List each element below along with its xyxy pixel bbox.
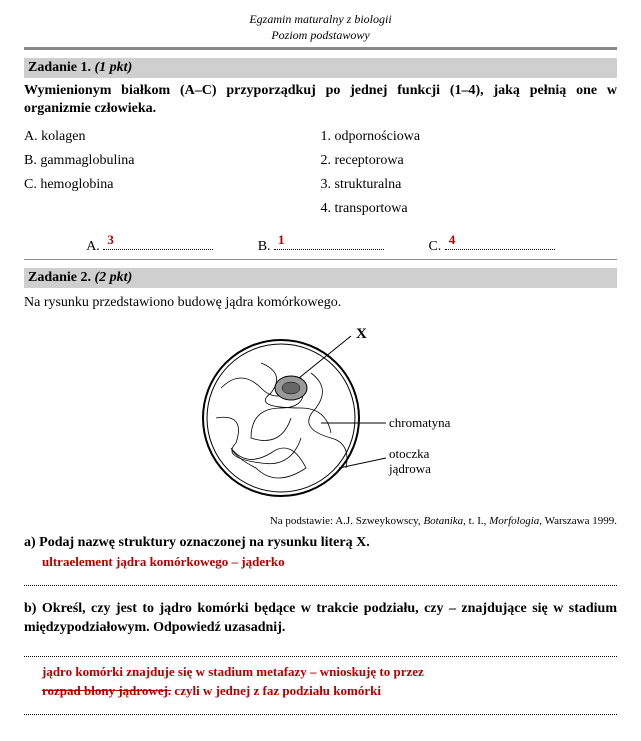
task2-a-label: a): [24, 535, 36, 550]
opt-label: 3.: [321, 177, 332, 192]
opt-text: transportowa: [335, 201, 408, 216]
task1-numbers-column: 1. odpornościowa 2. receptorowa 3. struk…: [321, 129, 618, 225]
task2-b-prompt: Określ, czy jest to jądro komórki będące…: [24, 601, 617, 635]
answer-value: 1: [278, 232, 285, 248]
answer-value: 4: [449, 232, 456, 248]
opt-label: A.: [24, 129, 38, 144]
dotted-line: [24, 585, 617, 586]
answer-blank: 4: [445, 235, 555, 250]
task1-answer-row: A. 3 B. 1 C. 4: [24, 235, 617, 255]
opt-label: C.: [24, 177, 37, 192]
figure-caption: Na podstawie: A.J. Szweykowscy, Botanika…: [24, 515, 617, 527]
opt-text: kolagen: [41, 129, 85, 144]
task1-title-bar: Zadanie 1. (1 pkt): [24, 58, 617, 78]
opt-text: hemoglobina: [40, 177, 113, 192]
task1-columns: A. kolagen B. gammaglobulina C. hemoglob…: [24, 129, 617, 225]
exam-header: Egzamin maturalny z biologii Poziom pods…: [24, 12, 617, 43]
opt-label: B.: [24, 153, 37, 168]
nucleolus: [275, 376, 307, 400]
task2-b-answer-line2: rozpad błony jądrowej. czyli w jednej z …: [42, 682, 617, 700]
opt-text: gammaglobulina: [40, 153, 134, 168]
task2-title-bar: Zadanie 2. (2 pkt): [24, 268, 617, 288]
task2-b-label: b): [24, 601, 36, 616]
label-x: X: [356, 326, 367, 342]
task2-intro: Na rysunku przedstawiono budowę jądra ko…: [24, 294, 617, 313]
answer-label: C.: [428, 239, 441, 254]
task1-left-b: B. gammaglobulina: [24, 153, 321, 169]
task1-left-a: A. kolagen: [24, 129, 321, 145]
task1-answer-b: B. 1: [258, 235, 384, 255]
task1-answer-c: C. 4: [428, 235, 554, 255]
opt-text: odpornościowa: [335, 129, 421, 144]
task2-b-rest: czyli w jednej z faz podziału komórki: [174, 683, 381, 698]
answer-value: 3: [107, 232, 114, 248]
task2-b-answer-line1: jądro komórki znajduje się w stadium met…: [42, 663, 617, 681]
nucleus-figure: X chromatyna otoczka jądrowa: [24, 318, 617, 513]
task1-points: (1 pkt): [95, 60, 133, 75]
task2-b-struck: rozpad błony jądrowej.: [42, 683, 171, 698]
task1-right-3: 3. strukturalna: [321, 177, 618, 193]
dotted-line: [24, 714, 617, 715]
label-otoczka-2: jądrowa: [388, 461, 431, 476]
divider-thick: [24, 47, 617, 50]
task1-title: Zadanie 1.: [28, 60, 91, 75]
opt-label: 4.: [321, 201, 332, 216]
nucleus-svg: X chromatyna otoczka jądrowa: [171, 318, 471, 508]
task1-letters-column: A. kolagen B. gammaglobulina C. hemoglob…: [24, 129, 321, 225]
opt-label: 2.: [321, 153, 332, 168]
label-otoczka-1: otoczka: [389, 446, 430, 461]
task2-a-block: a) Podaj nazwę struktury oznaczonej na r…: [24, 535, 617, 586]
task1-answer-a: A. 3: [86, 235, 213, 255]
task1-right-2: 2. receptorowa: [321, 153, 618, 169]
exam-title-line1: Egzamin maturalny z biologii: [24, 12, 617, 28]
opt-text: strukturalna: [335, 177, 402, 192]
exam-title-line2: Poziom podstawowy: [24, 28, 617, 44]
task2-a-prompt: Podaj nazwę struktury oznaczonej na rysu…: [39, 535, 370, 550]
task2-points: (2 pkt): [95, 270, 133, 285]
task2-title: Zadanie 2.: [28, 270, 91, 285]
task1-right-1: 1. odpornościowa: [321, 129, 618, 145]
answer-blank: 1: [274, 235, 384, 250]
answer-label: A.: [86, 239, 100, 254]
task1-prompt: Wymienionym białkom (A–C) przyporządkuj …: [24, 82, 617, 118]
answer-blank: 3: [103, 235, 213, 250]
dotted-line: [24, 656, 617, 657]
task1-left-c: C. hemoglobina: [24, 177, 321, 193]
label-chromatyna: chromatyna: [389, 415, 451, 430]
task2-b-block: b) Określ, czy jest to jądro komórki będ…: [24, 600, 617, 715]
task2-a-answer: ultraelement jądra komórkowego – jąderko: [42, 553, 617, 571]
divider-thin: [24, 259, 617, 260]
opt-label: 1.: [321, 129, 332, 144]
answer-label: B.: [258, 239, 271, 254]
opt-text: receptorowa: [335, 153, 404, 168]
task1-right-4: 4. transportowa: [321, 201, 618, 217]
